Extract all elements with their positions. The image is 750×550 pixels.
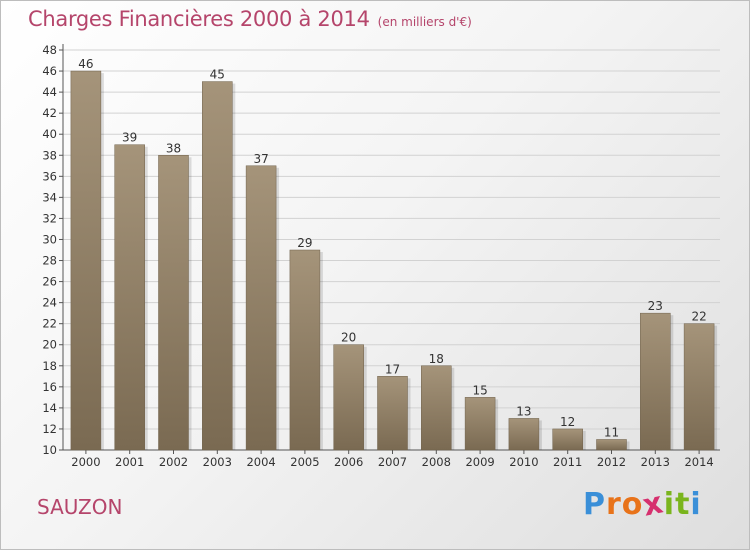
bar xyxy=(289,249,321,451)
bar-value-label: 23 xyxy=(648,299,663,313)
y-tick-label: 42 xyxy=(42,106,57,120)
bar-value-label: 37 xyxy=(253,152,268,166)
y-tick-label: 46 xyxy=(42,64,57,78)
bar-value-label: 12 xyxy=(560,415,575,429)
bar xyxy=(245,165,277,451)
bar xyxy=(70,70,102,451)
bar-value-label: 18 xyxy=(429,352,444,366)
y-tick-label: 16 xyxy=(42,380,57,394)
y-tick-label: 26 xyxy=(42,275,57,289)
x-tick-label: 2014 xyxy=(684,455,713,469)
x-tick-label: 2001 xyxy=(115,455,144,469)
x-tick-label: 2007 xyxy=(378,455,407,469)
bar xyxy=(202,81,233,451)
y-tick-label: 44 xyxy=(42,85,57,99)
y-tick-label: 30 xyxy=(42,232,57,246)
bars xyxy=(70,70,718,451)
bar-value-label: 13 xyxy=(516,404,531,418)
bar xyxy=(158,155,189,451)
bar-value-label: 46 xyxy=(78,57,93,71)
bar-value-label: 11 xyxy=(604,425,619,439)
bar xyxy=(640,312,671,451)
y-tick-label: 18 xyxy=(42,359,57,373)
x-tick-label: 2003 xyxy=(203,455,232,469)
y-tick-label: 34 xyxy=(42,190,57,204)
x-tick-label: 2008 xyxy=(422,455,451,469)
x-tick-label: 2009 xyxy=(465,455,494,469)
bar xyxy=(333,344,364,451)
bar-value-label: 39 xyxy=(122,131,137,145)
bar-value-label: 20 xyxy=(341,331,356,345)
y-tick-label: 14 xyxy=(42,401,57,415)
x-tick-label: 2012 xyxy=(597,455,626,469)
y-tick-label: 12 xyxy=(42,422,57,436)
labels: 46 2000 39 2001 38 2002 45 2003 37 2004 29 2005 20 20… xyxy=(71,57,713,469)
y-tick-label: 40 xyxy=(42,127,57,141)
x-tick-label: 2011 xyxy=(553,455,582,469)
y-tick-label: 20 xyxy=(42,338,57,352)
y-tick-label: 32 xyxy=(42,211,57,225)
y-tick-label: 24 xyxy=(42,296,57,310)
x-tick-label: 2013 xyxy=(641,455,670,469)
y-tick-label: 48 xyxy=(42,43,57,57)
proxiti-logo[interactable]: Proxiti xyxy=(583,485,702,523)
bar-value-label: 17 xyxy=(385,362,400,376)
bar xyxy=(508,418,540,451)
x-tick-label: 2005 xyxy=(290,455,319,469)
bar-value-label: 15 xyxy=(472,383,487,397)
bar-value-label: 29 xyxy=(297,236,312,250)
logo-letter: t xyxy=(675,487,691,522)
chart-title: Charges Financières 2000 à 2014 (en milli… xyxy=(28,7,472,31)
bar xyxy=(114,144,145,451)
x-tick-label: 2006 xyxy=(334,455,363,469)
x-tick-label: 2002 xyxy=(159,455,188,469)
logo-letter: o xyxy=(621,487,644,522)
y-tick-label: 36 xyxy=(42,169,57,183)
x-tick-label: 2004 xyxy=(246,455,275,469)
place-name: SAUZON xyxy=(37,495,123,519)
logo-letter: r xyxy=(606,487,622,522)
logo-letter: P xyxy=(583,487,606,522)
bar xyxy=(421,365,452,451)
bar xyxy=(377,376,408,451)
bar xyxy=(552,428,583,451)
bar-value-label: 38 xyxy=(166,141,181,155)
bar-value-label: 45 xyxy=(210,68,225,82)
bar xyxy=(464,397,496,451)
x-tick-label: 2010 xyxy=(509,455,538,469)
logo-letter: i xyxy=(663,487,676,522)
x-tick-label: 2000 xyxy=(71,455,100,469)
y-tick-label: 28 xyxy=(42,254,57,268)
y-tick-label: 10 xyxy=(42,443,57,457)
bar xyxy=(683,323,715,451)
y-tick-label: 38 xyxy=(42,148,57,162)
bar xyxy=(596,439,627,451)
bar-value-label: 22 xyxy=(691,310,706,324)
logo-letter: i xyxy=(690,487,702,522)
y-tick-label: 22 xyxy=(42,317,57,331)
chart-subtitle: (en milliers d'€) xyxy=(377,15,472,29)
